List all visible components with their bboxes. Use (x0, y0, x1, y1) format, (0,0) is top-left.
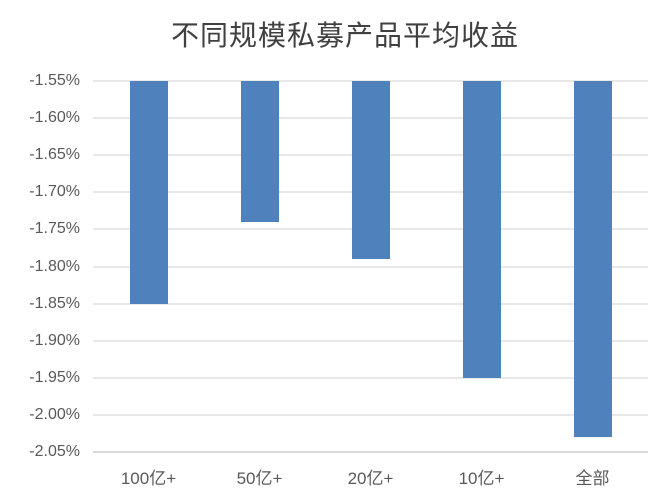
bar (351, 81, 390, 260)
x-axis: 100亿+ 50亿+ 20亿+ 10亿+ 全部 (93, 466, 648, 492)
x-axis-category-label: 100亿+ (120, 469, 177, 488)
plot-area (93, 80, 648, 453)
x-axis-category-label: 10亿+ (458, 469, 505, 488)
gridline (93, 339, 648, 342)
y-axis: -1.55% -1.60% -1.65% -1.70% -1.75% -1.80% -1.8… (0, 73, 80, 460)
y-axis-tick-label: -1.85% (29, 294, 80, 312)
bar (573, 81, 612, 438)
x-axis-category-label: 50亿+ (236, 469, 283, 488)
gridline (93, 451, 648, 453)
y-axis-tick-label: -1.65% (29, 146, 80, 164)
y-axis-tick-label: -1.75% (29, 220, 80, 238)
y-axis-tick-label: -1.90% (29, 331, 80, 349)
y-axis-tick-label: -2.05% (29, 443, 80, 460)
chart-title: 不同规模私募产品平均收益 (170, 19, 519, 52)
y-axis-tick-label: -1.95% (29, 368, 80, 386)
y-axis-tick-label: -1.60% (29, 109, 80, 127)
y-axis-tick-label: -2.00% (29, 405, 80, 423)
bar (129, 81, 168, 304)
bar (462, 81, 501, 378)
y-axis-tick-label: -1.55% (29, 72, 80, 89)
y-axis-tick-label: -1.80% (29, 257, 80, 275)
gridline (93, 265, 648, 268)
x-axis-category-label: 20亿+ (347, 469, 394, 488)
gridline (93, 413, 648, 416)
gridline (93, 376, 648, 379)
x-axis-category-label: 全部 (575, 469, 610, 488)
bar (240, 81, 279, 222)
gridline (93, 302, 648, 305)
y-axis-tick-label: -1.70% (29, 183, 80, 201)
